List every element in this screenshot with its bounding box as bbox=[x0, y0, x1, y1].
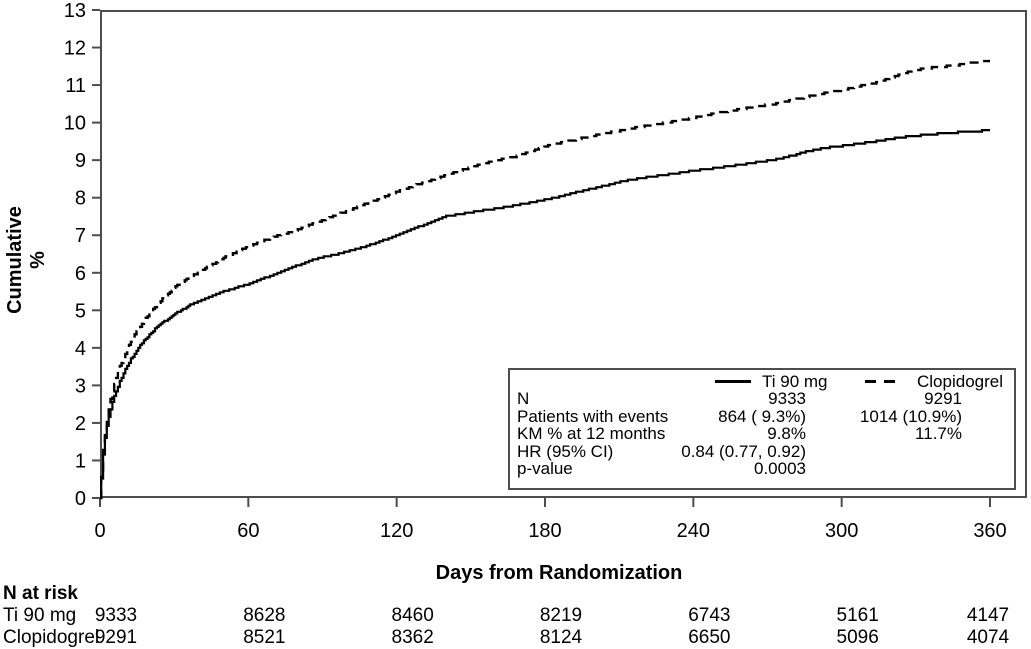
x-tick-label: 240 bbox=[677, 520, 710, 542]
risk-count: 8460 bbox=[391, 605, 434, 626]
legend-series-2-label: Clopidogrel bbox=[917, 372, 1003, 391]
risk-row-label: Clopidogrel bbox=[3, 627, 100, 648]
risk-count: 8628 bbox=[243, 605, 286, 626]
solid-line-sample-icon bbox=[715, 380, 751, 383]
x-tick-label: 60 bbox=[237, 520, 259, 542]
y-tick-label: 0 bbox=[75, 488, 86, 510]
legend-stat-value-clopidogrel: 9291 bbox=[924, 389, 962, 409]
legend-header-row: Ti 90 mg Clopidogrel bbox=[510, 373, 1014, 390]
y-tick-label: 12 bbox=[64, 38, 86, 60]
legend-stat-label: HR (95% CI) bbox=[517, 441, 614, 461]
legend-stat-label: p-value bbox=[517, 458, 573, 478]
x-axis-title: Days from Randomization bbox=[435, 562, 683, 584]
y-tick-label: 5 bbox=[75, 300, 86, 322]
legend-stat-row: KM % at 12 months 9.8% 11.7% bbox=[510, 424, 1014, 444]
legend-stat-value-ti90: 9333 bbox=[768, 389, 806, 409]
x-tick-label: 360 bbox=[973, 520, 1006, 542]
y-tick-label: 1 bbox=[75, 450, 86, 472]
y-tick-label: 10 bbox=[64, 113, 86, 135]
legend-stat-value-ti90: 0.84 (0.77, 0.92) bbox=[681, 441, 806, 461]
legend-stat-value-ti90: 9.8% bbox=[767, 424, 806, 444]
series-curve-ti-90-mg bbox=[100, 129, 990, 500]
risk-count: 5161 bbox=[836, 605, 879, 626]
y-tick-label: 8 bbox=[75, 188, 86, 210]
dashed-line-sample-icon bbox=[865, 380, 895, 383]
x-tick-label: 120 bbox=[380, 520, 413, 542]
risk-table-row: Clopidogrel 9291 8521 8362 8124 6650 5096 4074 bbox=[0, 627, 1031, 649]
legend-stat-label: Patients with events bbox=[517, 406, 669, 426]
y-tick-label: 7 bbox=[75, 225, 86, 247]
legend-stat-label: N bbox=[517, 389, 530, 409]
risk-count: 8521 bbox=[243, 627, 286, 648]
legend-stat-label: KM % at 12 months bbox=[517, 424, 666, 444]
legend-stat-row: Patients with events 864 ( 9.3%) 1014 (10.… bbox=[510, 406, 1014, 426]
legend-stat-value-clopidogrel: 11.7% bbox=[915, 424, 962, 444]
x-tick-label: 300 bbox=[825, 520, 858, 542]
risk-count: 5096 bbox=[836, 627, 879, 648]
risk-count: 9333 bbox=[94, 605, 138, 626]
y-tick-label: 11 bbox=[65, 75, 86, 97]
series-curve-clopidogrel bbox=[100, 59, 990, 500]
legend-stat-value-ti90: 0.0003 bbox=[754, 458, 806, 478]
y-tick-label: 9 bbox=[75, 150, 86, 172]
legend-series-1-label: Ti 90 mg bbox=[762, 372, 828, 391]
x-tick-label: 0 bbox=[94, 520, 105, 542]
legend-stat-value-ti90: 864 ( 9.3%) bbox=[718, 406, 806, 426]
risk-count: 8124 bbox=[539, 627, 583, 648]
y-tick-label: 3 bbox=[75, 375, 86, 397]
risk-count: 8219 bbox=[539, 605, 583, 626]
y-tick-label: 2 bbox=[75, 413, 86, 435]
risk-table-title: N at risk bbox=[3, 583, 78, 604]
legend-stat-row: N 9333 9291 bbox=[510, 389, 1014, 409]
risk-count: 4147 bbox=[966, 605, 1010, 626]
y-tick-label: 13 bbox=[64, 0, 86, 22]
risk-count: 9291 bbox=[94, 627, 138, 648]
y-tick-label: 4 bbox=[75, 338, 86, 360]
risk-count: 4074 bbox=[966, 627, 1010, 648]
risk-count: 6743 bbox=[688, 605, 731, 626]
legend-stat-value-clopidogrel: 1014 (10.9%) bbox=[859, 406, 962, 426]
legend-stats-box: Ti 90 mg Clopidogrel N 9333 9291 Patients w… bbox=[508, 368, 1016, 490]
y-axis-title: Cumulative % bbox=[4, 206, 49, 314]
risk-row-label: Ti 90 mg bbox=[3, 605, 77, 626]
legend-stat-row: HR (95% CI) 0.84 (0.77, 0.92) bbox=[510, 441, 1014, 461]
legend-stat-row: p-value 0.0003 bbox=[510, 458, 1014, 478]
y-tick-label: 6 bbox=[75, 263, 86, 285]
risk-count: 6650 bbox=[688, 627, 731, 648]
risk-count: 8362 bbox=[391, 627, 434, 648]
plot-frame bbox=[100, 10, 1027, 498]
risk-table-row: Ti 90 mg 9333 8628 8460 8219 6743 5161 4147 bbox=[0, 605, 1031, 627]
x-tick-label: 180 bbox=[528, 520, 561, 542]
